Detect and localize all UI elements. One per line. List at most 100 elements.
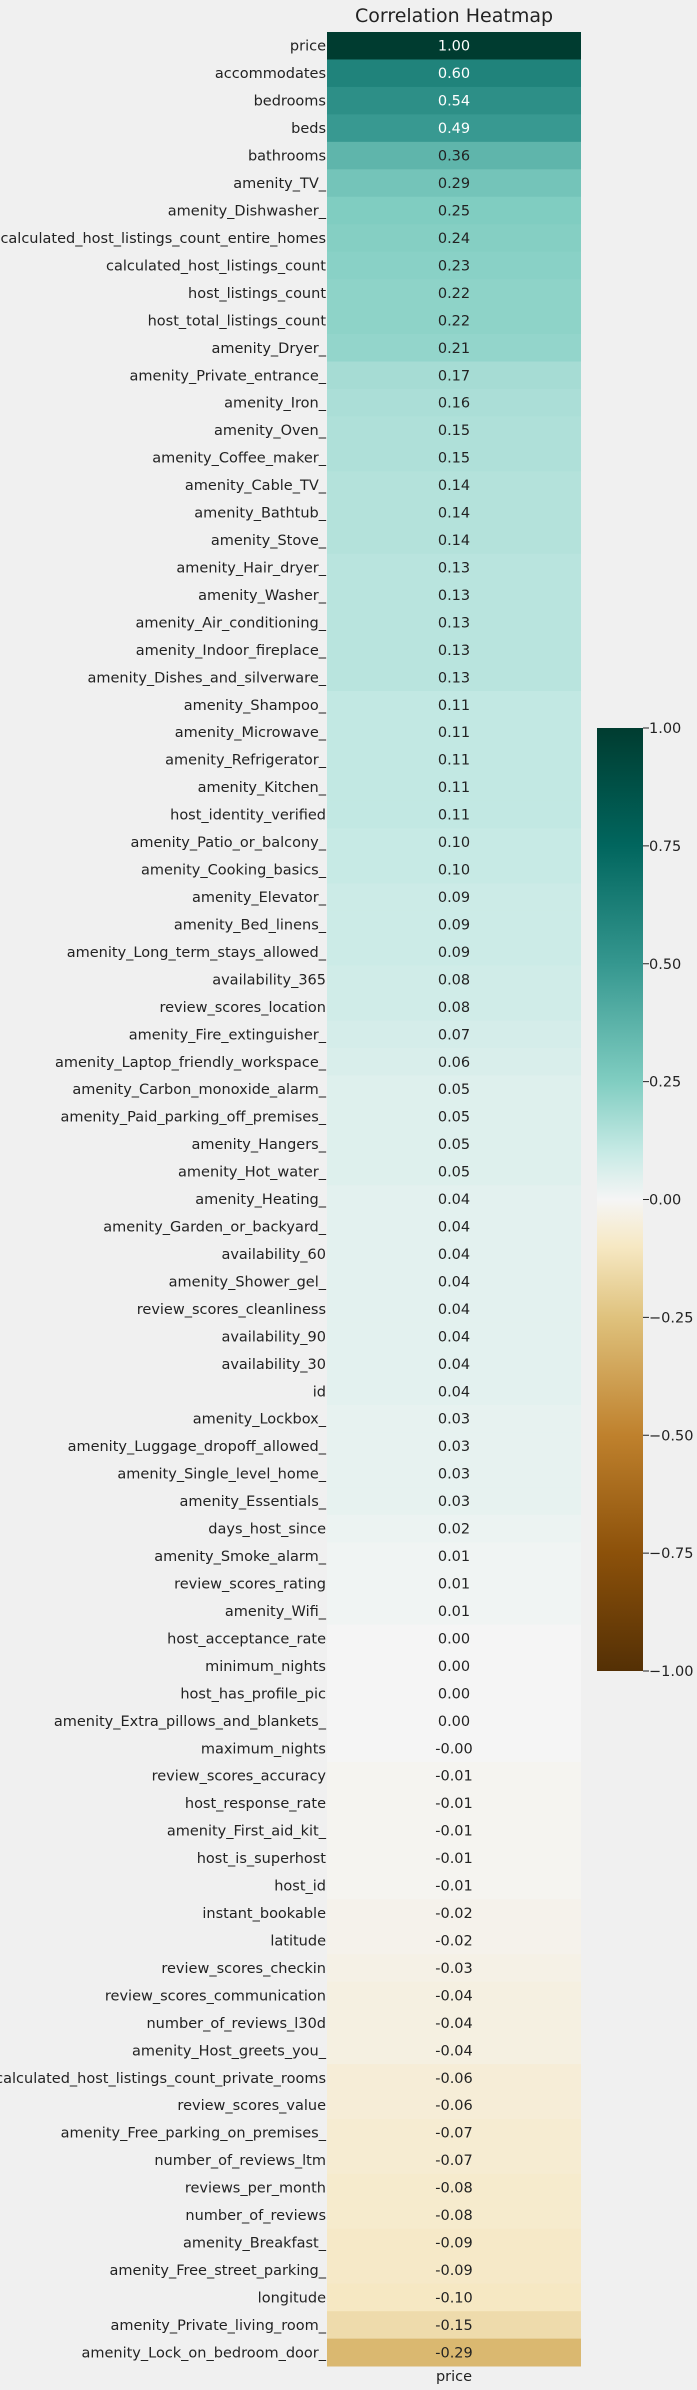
- cell-annotation: 0.00: [438, 1659, 470, 1675]
- cell-annotation: -0.06: [435, 2098, 473, 2114]
- heatmap-cell: [327, 114, 581, 143]
- cell-annotation: 0.00: [438, 1686, 470, 1702]
- cell-annotation: -0.02: [435, 1906, 473, 1922]
- heatmap-cell: [327, 1624, 581, 1653]
- row-label: minimum_nights: [205, 1659, 326, 1675]
- cell-annotation: 0.04: [438, 1192, 470, 1208]
- row-label: amenity_Private_living_room_: [110, 2318, 326, 2334]
- heatmap-cell: [327, 1542, 581, 1571]
- row-label: instant_bookable: [202, 1906, 326, 1922]
- cell-annotation: 0.22: [438, 313, 470, 329]
- cell-annotation: 0.13: [438, 560, 470, 576]
- colorbar-tick-label: 0.50: [649, 957, 681, 973]
- heatmap-cell: [327, 2338, 581, 2367]
- row-label: review_scores_accuracy: [152, 1769, 327, 1785]
- row-label: amenity_Bathtub_: [194, 506, 326, 522]
- cell-annotation: 0.14: [438, 533, 470, 549]
- cell-annotation: 0.04: [438, 1329, 470, 1345]
- heatmap-cell: [327, 691, 581, 719]
- heatmap-cell: [327, 1569, 581, 1598]
- heatmap-cell: [327, 2064, 581, 2092]
- row-label: calculated_host_listings_count: [106, 258, 326, 274]
- row-label: review_scores_rating: [174, 1576, 326, 1592]
- cell-annotation: 0.15: [438, 451, 470, 467]
- heatmap-cell: [327, 526, 581, 555]
- row-label: amenity_Dishes_and_silverware_: [88, 670, 327, 686]
- row-label: beds: [291, 121, 326, 137]
- cell-annotation: 0.24: [438, 231, 470, 247]
- cell-annotation: -0.08: [435, 2181, 473, 2197]
- chart-title: Correlation Heatmap: [355, 5, 553, 27]
- cell-annotation: -0.06: [435, 2071, 473, 2087]
- cell-annotation: 0.60: [438, 66, 470, 82]
- row-label: amenity_Indoor_fireplace_: [136, 643, 327, 659]
- heatmap-cell: [327, 1871, 581, 1900]
- cell-annotation: -0.08: [435, 2208, 473, 2224]
- colorbar-ticks: 1.00 0.75 0.50 0.25 0.00 −0.25 −0.50 −0.75 −1.00: [643, 721, 693, 1680]
- heatmap-cell: [327, 1157, 581, 1186]
- heatmap-cell: [327, 141, 581, 170]
- heatmap-cell: [327, 1075, 581, 1104]
- heatmap-cell: [327, 1322, 581, 1351]
- cell-annotation: 0.11: [438, 725, 470, 741]
- row-label: amenity_Carbon_monoxide_alarm_: [72, 1082, 326, 1098]
- heatmap-cell: [327, 1597, 581, 1626]
- row-label: reviews_per_month: [185, 2181, 326, 2197]
- row-label: host_total_listings_count: [148, 313, 327, 329]
- row-label: host_response_rate: [185, 1796, 326, 1812]
- heatmap-cell: [327, 1652, 581, 1680]
- row-label: amenity_Free_parking_on_premises_: [61, 2126, 327, 2142]
- cell-annotation: 0.13: [438, 670, 470, 686]
- row-label: review_scores_communication: [105, 1988, 326, 2004]
- cell-annotation: 0.10: [438, 835, 470, 851]
- colorbar-tick-label: 0.75: [649, 839, 681, 855]
- cell-annotation: 0.00: [438, 1714, 470, 1730]
- heatmap-cell: [327, 2173, 581, 2202]
- cell-annotation: 0.04: [438, 1247, 470, 1263]
- cell-annotation: 0.08: [438, 972, 470, 988]
- cell-annotation: 0.54: [438, 94, 470, 110]
- row-label: amenity_Kitchen_: [198, 780, 327, 796]
- heatmap-cell: [327, 938, 581, 967]
- heatmap-cell: [327, 32, 581, 60]
- cell-annotation: -0.04: [435, 1988, 473, 2004]
- heatmap-cell: [327, 1734, 581, 1763]
- row-label: amenity_Dryer_: [211, 341, 326, 357]
- cell-annotation: 0.14: [438, 478, 470, 494]
- row-label: amenity_Iron_: [224, 396, 327, 412]
- colorbar-tick-label: 1.00: [649, 721, 681, 737]
- heatmap-cell: [327, 2091, 581, 2120]
- row-label: amenity_Refrigerator_: [165, 753, 327, 769]
- row-label: amenity_Host_greets_you_: [132, 2043, 327, 2059]
- heatmap-cell: [327, 1350, 581, 1378]
- cell-annotation: 0.13: [438, 615, 470, 631]
- row-label: amenity_Fire_extinguisher_: [129, 1027, 327, 1043]
- heatmap-cell: [327, 1761, 581, 1790]
- heatmap-cell: [327, 416, 581, 445]
- cell-annotation: 0.00: [438, 1631, 470, 1647]
- heatmap-cell: [327, 2201, 581, 2230]
- row-label: longitude: [258, 2290, 326, 2306]
- heatmap-cell: [327, 1981, 581, 2010]
- heatmap-cell: [327, 1405, 581, 1433]
- row-label: host_listings_count: [188, 286, 326, 302]
- row-label: amenity_Hangers_: [191, 1137, 326, 1153]
- heatmap-cell: [327, 1432, 581, 1461]
- row-label: price: [290, 39, 326, 55]
- colorbar-tick-label: −0.25: [649, 1310, 693, 1326]
- colorbar: [597, 728, 643, 1671]
- row-label: amenity_Oven_: [214, 423, 327, 439]
- row-label: amenity_Stove_: [211, 533, 327, 549]
- row-label: review_scores_value: [177, 2098, 326, 2114]
- cell-annotation: 0.03: [438, 1494, 470, 1510]
- heatmap-cell: [327, 1789, 581, 1818]
- row-label: amenity_Garden_or_backyard_: [103, 1220, 326, 1236]
- heatmap-cell: [327, 1514, 581, 1543]
- cell-annotation: 0.23: [438, 258, 470, 274]
- cell-annotation: 0.04: [438, 1302, 470, 1318]
- heatmap-cell: [327, 663, 581, 692]
- row-label: host_is_superhost: [197, 1851, 327, 1867]
- row-label: id: [313, 1384, 326, 1400]
- row-label: bathrooms: [248, 149, 326, 165]
- row-label: amenity_Free_street_parking_: [110, 2263, 327, 2279]
